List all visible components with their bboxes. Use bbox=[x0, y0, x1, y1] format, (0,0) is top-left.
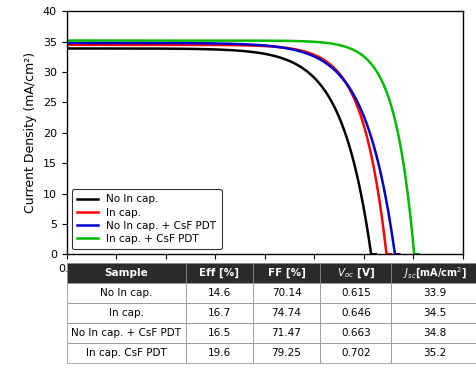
No In cap. + CsF PDT bbox=[64, 41, 69, 45]
Bar bbox=[67, 343, 185, 363]
No In cap. bbox=[168, 46, 173, 51]
Bar bbox=[252, 283, 319, 303]
In cap. + CsF PDT bbox=[415, 252, 421, 256]
No In cap. bbox=[101, 46, 107, 51]
Line: In cap.: In cap. bbox=[67, 45, 390, 254]
In cap. bbox=[64, 43, 69, 47]
Bar bbox=[252, 343, 319, 363]
No In cap. + CsF PDT bbox=[268, 44, 273, 48]
Line: No In cap. + CsF PDT: No In cap. + CsF PDT bbox=[67, 43, 398, 254]
Text: Eff [%]: Eff [%] bbox=[199, 268, 238, 278]
In cap. bbox=[383, 252, 389, 256]
Legend: No In cap., In cap., No In cap. + CsF PDT, In cap. + CsF PDT: No In cap., In cap., No In cap. + CsF PD… bbox=[72, 189, 221, 249]
In cap. + CsF PDT bbox=[411, 252, 416, 256]
In cap. bbox=[260, 44, 266, 48]
Bar bbox=[252, 303, 319, 323]
Bar bbox=[185, 323, 252, 343]
No In cap. + CsF PDT bbox=[206, 41, 212, 46]
No In cap. bbox=[129, 46, 135, 51]
Text: 16.5: 16.5 bbox=[207, 328, 230, 338]
Bar bbox=[391, 343, 476, 363]
Text: FF [%]: FF [%] bbox=[267, 268, 305, 278]
Bar bbox=[319, 343, 391, 363]
Text: 0.646: 0.646 bbox=[340, 308, 370, 318]
Bar bbox=[252, 323, 319, 343]
In cap. + CsF PDT bbox=[64, 38, 69, 43]
No In cap. bbox=[327, 99, 333, 103]
Bar bbox=[185, 303, 252, 323]
Bar bbox=[185, 283, 252, 303]
Bar bbox=[319, 283, 391, 303]
Bar bbox=[319, 263, 391, 283]
Text: 0.615: 0.615 bbox=[340, 288, 370, 298]
No In cap. + CsF PDT bbox=[396, 252, 401, 256]
Text: Sample: Sample bbox=[104, 268, 148, 278]
Text: $V_{oc}$ [V]: $V_{oc}$ [V] bbox=[336, 266, 374, 280]
Y-axis label: Current Density (mA/cm²): Current Density (mA/cm²) bbox=[24, 52, 37, 213]
Text: 70.14: 70.14 bbox=[271, 288, 301, 298]
No In cap. + CsF PDT bbox=[114, 41, 120, 45]
Text: No In cap.: No In cap. bbox=[100, 288, 152, 298]
Text: 35.2: 35.2 bbox=[423, 348, 446, 358]
Text: 19.6: 19.6 bbox=[207, 348, 230, 358]
Text: 71.47: 71.47 bbox=[271, 328, 301, 338]
In cap. bbox=[343, 81, 348, 86]
Bar bbox=[319, 323, 391, 343]
Text: No In cap. + CsF PDT: No In cap. + CsF PDT bbox=[71, 328, 181, 338]
No In cap. bbox=[226, 48, 232, 52]
Text: 0.702: 0.702 bbox=[340, 348, 370, 358]
Bar bbox=[67, 263, 185, 283]
Text: 0.663: 0.663 bbox=[340, 328, 370, 338]
Bar bbox=[185, 343, 252, 363]
Line: No In cap.: No In cap. bbox=[67, 48, 375, 254]
No In cap. bbox=[368, 252, 374, 256]
Bar bbox=[67, 323, 185, 343]
Text: 34.5: 34.5 bbox=[423, 308, 446, 318]
No In cap. + CsF PDT bbox=[391, 252, 397, 256]
Bar bbox=[67, 303, 185, 323]
Text: 16.7: 16.7 bbox=[207, 308, 230, 318]
No In cap. bbox=[217, 47, 222, 52]
No In cap. + CsF PDT bbox=[143, 41, 149, 45]
Text: 33.9: 33.9 bbox=[423, 288, 446, 298]
In cap. + CsF PDT bbox=[276, 38, 282, 43]
In cap. + CsF PDT bbox=[125, 38, 131, 43]
In cap. + CsF PDT bbox=[70, 38, 76, 43]
X-axis label: Voltage (V): Voltage (V) bbox=[229, 280, 299, 293]
No In cap. bbox=[64, 46, 69, 51]
Line: In cap. + CsF PDT: In cap. + CsF PDT bbox=[67, 40, 418, 254]
In cap. bbox=[252, 43, 258, 48]
In cap. + CsF PDT bbox=[296, 39, 301, 43]
In cap. bbox=[309, 52, 315, 56]
Bar bbox=[67, 283, 185, 303]
Text: 14.6: 14.6 bbox=[207, 288, 230, 298]
Bar bbox=[185, 263, 252, 283]
Text: $J_{sc}$[mA/cm$^2$]: $J_{sc}$[mA/cm$^2$] bbox=[402, 266, 466, 281]
Text: In cap.: In cap. bbox=[109, 308, 143, 318]
No In cap. bbox=[372, 252, 378, 256]
In cap. + CsF PDT bbox=[200, 38, 206, 43]
In cap. bbox=[84, 43, 89, 47]
Text: 79.25: 79.25 bbox=[271, 348, 301, 358]
Bar bbox=[252, 263, 319, 283]
In cap. bbox=[270, 44, 276, 49]
Bar bbox=[319, 303, 391, 323]
Text: 74.74: 74.74 bbox=[271, 308, 301, 318]
In cap. + CsF PDT bbox=[231, 38, 237, 43]
Bar bbox=[391, 323, 476, 343]
Text: 34.8: 34.8 bbox=[423, 328, 446, 338]
Text: In cap. CsF PDT: In cap. CsF PDT bbox=[86, 348, 166, 358]
No In cap. + CsF PDT bbox=[280, 45, 286, 50]
Bar bbox=[391, 263, 476, 283]
No In cap. + CsF PDT bbox=[154, 41, 159, 45]
In cap. bbox=[387, 252, 393, 256]
Bar bbox=[391, 283, 476, 303]
Bar bbox=[391, 303, 476, 323]
